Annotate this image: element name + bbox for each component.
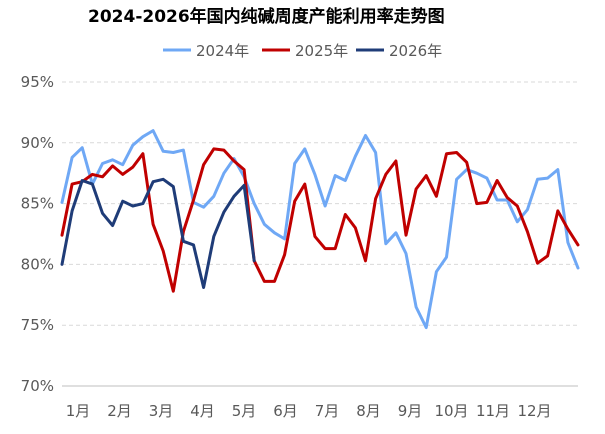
series-lines [62, 131, 578, 328]
x-tick-label: 3月 [149, 402, 174, 420]
x-tick-label: 2月 [107, 402, 132, 420]
x-tick-label: 8月 [356, 402, 381, 420]
y-tick-label: 85% [21, 195, 54, 213]
y-tick-label: 70% [21, 377, 54, 395]
x-tick-label: 5月 [232, 402, 257, 420]
x-tick-label: 1月 [66, 402, 91, 420]
x-tick-label: 9月 [398, 402, 423, 420]
x-tick-label: 7月 [315, 402, 340, 420]
axes: 70% 75% 80% 85% 90% 95% 1月 2月 3月 4月 5月 6月 7月 8月 9月 10月 1… [21, 73, 578, 420]
x-tick-label: 4月 [190, 402, 215, 420]
x-tick-label: 11月 [476, 402, 510, 420]
series-line-2 [62, 149, 578, 291]
x-tick-label: 12月 [517, 402, 551, 420]
y-tick-label: 90% [21, 134, 54, 152]
x-tick-label: 6月 [273, 402, 298, 420]
y-tick-label: 75% [21, 316, 54, 334]
legend-label: 2025年 [295, 42, 348, 60]
y-tick-label: 95% [21, 73, 54, 91]
x-tick-label: 10月 [434, 402, 468, 420]
y-tick-label: 80% [21, 255, 54, 273]
legend-label: 2026年 [389, 42, 442, 60]
legend-label: 2024年 [196, 42, 249, 60]
legend: 2024年 2025年 2026年 [163, 42, 442, 60]
